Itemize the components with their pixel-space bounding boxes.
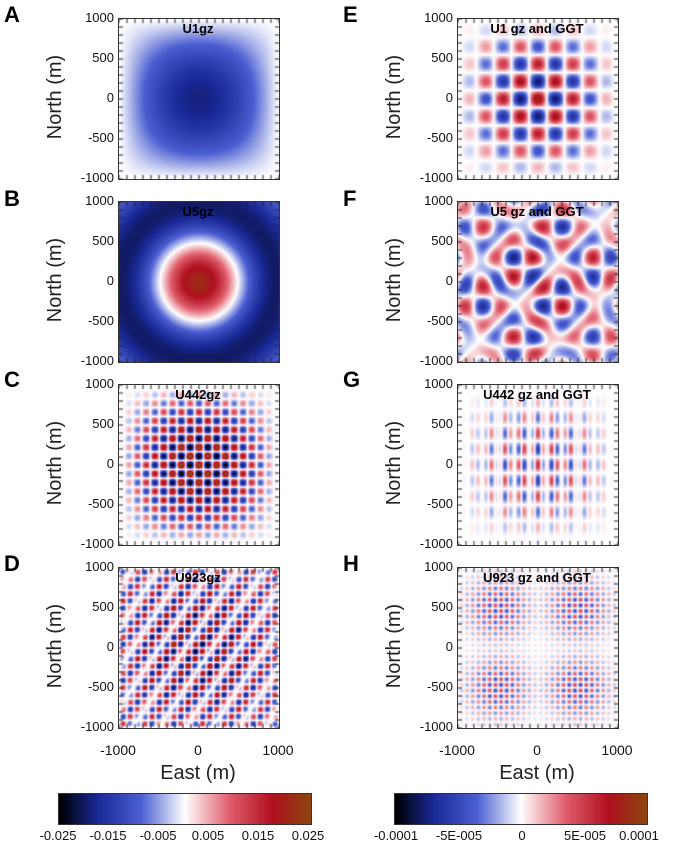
ytick: 500 xyxy=(92,50,114,65)
panel-title-u442-gz-ggt: U442 gz and GGT xyxy=(483,387,591,402)
ytick: 0 xyxy=(445,639,453,654)
ytick: -1000 xyxy=(80,170,114,185)
ytick: 1000 xyxy=(424,376,453,391)
ytick: 500 xyxy=(431,599,453,614)
ytick: -500 xyxy=(426,679,453,694)
ytick: -500 xyxy=(87,679,114,694)
panel-letter-g: G xyxy=(343,367,361,392)
ytick: -500 xyxy=(87,313,114,328)
ytick: 1000 xyxy=(85,376,114,391)
ytick: 1000 xyxy=(424,10,453,25)
ytick: -500 xyxy=(426,313,453,328)
cb-right-tick-4: 0.0001 xyxy=(619,828,659,843)
ytick: 500 xyxy=(431,50,453,65)
xtick-left-neg1000: -1000 xyxy=(100,742,136,758)
cb-left-tick-1: -0.015 xyxy=(89,828,127,843)
xtick-left-0: 0 xyxy=(194,742,202,758)
ytick: -500 xyxy=(87,496,114,511)
ylabel-g: North (m) xyxy=(383,420,405,506)
ytick: -500 xyxy=(426,130,453,145)
colorbar-right xyxy=(394,793,648,825)
ytick: -500 xyxy=(87,130,114,145)
ytick: 1000 xyxy=(424,193,453,208)
panel-title-u923gz: U923gz xyxy=(175,570,221,585)
ytick: 0 xyxy=(445,456,453,471)
heatmap-u5gz xyxy=(118,201,280,363)
ytick: -500 xyxy=(426,496,453,511)
heatmap-u1gz xyxy=(118,18,280,180)
cb-right-tick-3: 5E-005 xyxy=(564,828,606,843)
panel-letter-a: A xyxy=(4,2,20,27)
panel-letter-d: D xyxy=(4,551,20,576)
heatmap-u442gz xyxy=(118,384,280,546)
ytick: -1000 xyxy=(419,170,453,185)
ytick: -1000 xyxy=(80,536,114,551)
ytick: -1000 xyxy=(419,536,453,551)
heatmap-u923gz xyxy=(118,567,280,729)
panel-title-u1-gz-ggt: U1 gz and GGT xyxy=(490,21,584,36)
ylabel-b: North (m) xyxy=(44,237,66,323)
ytick: 1000 xyxy=(85,10,114,25)
ylabel-c: North (m) xyxy=(44,420,66,506)
ytick: 0 xyxy=(106,456,114,471)
panel-title-u442gz: U442gz xyxy=(175,387,221,402)
cb-left-tick-5: 0.025 xyxy=(291,828,325,843)
panel-title-u923-gz-ggt: U923 gz and GGT xyxy=(483,570,591,585)
ylabel-d: North (m) xyxy=(44,603,66,689)
xtick-left-1000: 1000 xyxy=(262,742,294,758)
ytick: -1000 xyxy=(80,719,114,734)
panel-letter-b: B xyxy=(4,186,20,211)
ytick: 0 xyxy=(106,90,114,105)
cb-right-tick-0: -0.0001 xyxy=(373,828,419,843)
cb-right-tick-2: 0 xyxy=(518,828,526,843)
panel-letter-c: C xyxy=(4,367,20,392)
heatmap-u923-gz-ggt xyxy=(457,567,619,729)
heatmap-u1-gz-ggt xyxy=(457,18,619,180)
heatmap-u442-gz-ggt xyxy=(457,384,619,546)
cb-left-tick-3: 0.005 xyxy=(191,828,225,843)
ytick: 500 xyxy=(92,599,114,614)
ytick: 0 xyxy=(106,273,114,288)
ytick: 500 xyxy=(431,416,453,431)
panel-letter-f: F xyxy=(343,186,357,211)
heatmap-u5-gz-ggt xyxy=(457,201,619,363)
ytick: 500 xyxy=(431,233,453,248)
panel-letter-h: H xyxy=(343,551,359,576)
panel-title-u5gz: U5gz xyxy=(182,204,214,219)
ytick: -1000 xyxy=(80,353,114,368)
xlabel-right: East (m) xyxy=(499,762,575,784)
colorbar-left xyxy=(58,793,312,825)
cb-left-tick-0: -0.025 xyxy=(39,828,77,843)
xtick-right-0: 0 xyxy=(533,742,541,758)
panel-letter-e: E xyxy=(343,2,358,27)
ytick: 1000 xyxy=(424,559,453,574)
ylabel-h: North (m) xyxy=(383,603,405,689)
ytick: -1000 xyxy=(419,353,453,368)
ylabel-a: North (m) xyxy=(44,54,66,140)
ytick: 1000 xyxy=(85,193,114,208)
xtick-right-neg1000: -1000 xyxy=(439,742,475,758)
ytick: 0 xyxy=(445,90,453,105)
ytick: 0 xyxy=(106,639,114,654)
xtick-right-1000: 1000 xyxy=(601,742,633,758)
cb-left-tick-2: -0.005 xyxy=(139,828,177,843)
ylabel-e: North (m) xyxy=(383,54,405,140)
cb-right-tick-1: -5E-005 xyxy=(435,828,483,843)
ylabel-f: North (m) xyxy=(383,237,405,323)
ytick: -1000 xyxy=(419,719,453,734)
cb-left-tick-4: 0.015 xyxy=(241,828,275,843)
xlabel-left: East (m) xyxy=(160,762,236,784)
ytick: 500 xyxy=(92,416,114,431)
ytick: 0 xyxy=(445,273,453,288)
panel-title-u5-gz-ggt: U5 gz and GGT xyxy=(490,204,584,219)
panel-title-u1gz: U1gz xyxy=(182,21,214,36)
ytick: 1000 xyxy=(85,559,114,574)
ytick: 500 xyxy=(92,233,114,248)
